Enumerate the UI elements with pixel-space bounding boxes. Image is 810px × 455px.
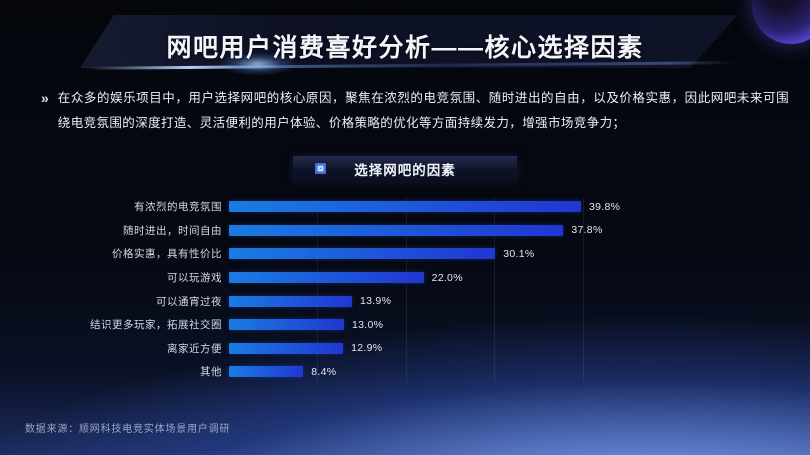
chart-title: 选择网吧的因素 (354, 163, 456, 178)
bar-label: 价格实惠，具有性价比 (112, 248, 222, 261)
chart-row: 随时进出，时间自由 37.8% (18, 219, 648, 243)
bar (229, 366, 304, 378)
bar-value-label: 39.8% (589, 200, 621, 213)
bar-plot-area: 13.0% (229, 313, 627, 337)
bar-label: 其他 (200, 366, 222, 379)
bar-value-label: 13.0% (351, 318, 384, 331)
bar (229, 319, 344, 331)
bar-value-label: 12.9% (351, 342, 383, 355)
chart-row: 价格实惠，具有性价比 30.1% (18, 242, 648, 266)
bar-value-label: 8.4% (311, 365, 337, 378)
slide-title: 网吧用户消费喜好分析——核心选择因素 (166, 34, 644, 62)
bar-plot-area: 8.4% (229, 360, 627, 384)
bar-plot-area: 13.9% (229, 289, 627, 313)
bar (229, 224, 564, 236)
bar-plot-area: 39.8% (229, 195, 627, 219)
chart-gridlines (229, 197, 627, 382)
bar-plot-area: 22.0% (229, 266, 627, 290)
bar-label: 有浓烈的电竞氛围 (134, 201, 222, 214)
bar (229, 201, 581, 213)
gridline (405, 197, 407, 382)
chart-row: 结识更多玩家，拓展社交圈 13.0% (18, 313, 648, 337)
bar-plot-area: 30.1% (229, 242, 627, 266)
chart-title-bar: 选择网吧的因素 (293, 156, 517, 182)
bar (229, 295, 352, 307)
chart-row: 可以通宵过夜 13.9% (18, 289, 648, 313)
gridline (582, 197, 584, 382)
bar-value-label: 30.1% (503, 247, 535, 260)
chart-row: 有浓烈的电竞氛围 39.8% (18, 195, 648, 219)
chart-row: 其他 8.4% (18, 360, 648, 384)
chart-row: 可以玩游戏 22.0% (18, 266, 648, 290)
bar (229, 342, 344, 354)
bar-plot-area: 37.8% (229, 219, 627, 243)
intro-section: » 在众多的娱乐项目中，用户选择网吧的核心原因，聚焦在浓烈的电竞氛围、随时进出的… (41, 86, 789, 136)
bar-label: 可以玩游戏 (167, 272, 222, 285)
intro-text: 在众多的娱乐项目中，用户选择网吧的核心原因，聚焦在浓烈的电竞氛围、随时进出的自由… (57, 91, 789, 130)
bar-label: 离家近方便 (167, 342, 222, 355)
bar-chart: 有浓烈的电竞氛围 39.8% 随时进出，时间自由 37.8% 价格实惠，具有性价比 30.… (18, 195, 648, 384)
intro-bullet-icon: » (41, 90, 49, 106)
bar (229, 272, 424, 284)
chart-row: 离家近方便 12.9% (18, 337, 648, 361)
bar (229, 248, 496, 260)
bar-value-label: 22.0% (431, 271, 463, 284)
gridline (494, 197, 496, 382)
bar-value-label: 13.9% (359, 295, 392, 308)
gridline (317, 197, 319, 382)
bar-plot-area: 12.9% (229, 337, 627, 361)
bar-label: 结识更多玩家，拓展社交圈 (90, 319, 222, 332)
bar-value-label: 37.8% (571, 224, 603, 237)
bar-label: 随时进出，时间自由 (123, 224, 222, 237)
bar-label: 可以通宵过夜 (156, 295, 222, 308)
legend-square-icon (315, 163, 326, 174)
source-note: 数据来源：顺网科技电竞实体场景用户调研 (25, 424, 231, 435)
header-band (80, 15, 738, 68)
chart-rows: 有浓烈的电竞氛围 39.8% 随时进出，时间自由 37.8% 价格实惠，具有性价比 30.… (18, 195, 648, 384)
